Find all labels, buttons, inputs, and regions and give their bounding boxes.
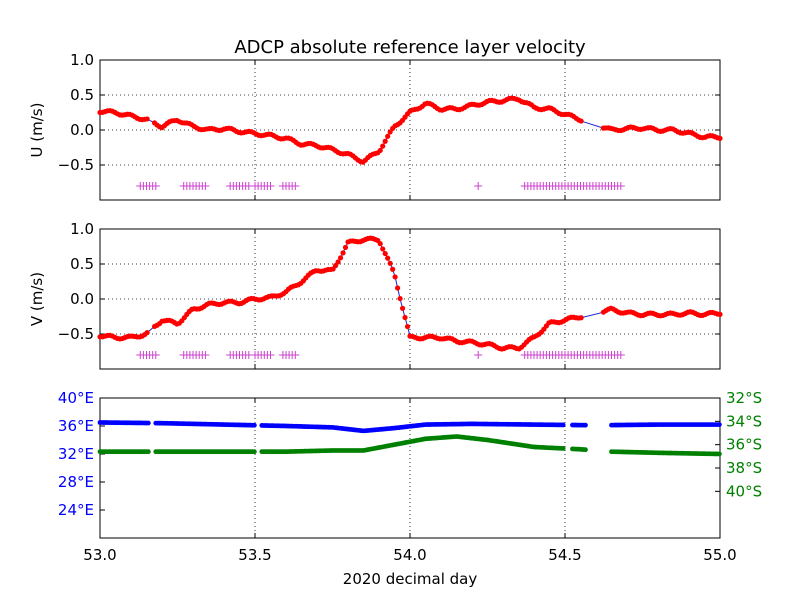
data-point xyxy=(578,315,584,321)
data-point xyxy=(337,255,344,261)
left-y-tick-label: 24°E xyxy=(58,501,94,519)
panels: 1.0 0.5 0.0 −0.5 U (m/s) 1.0 0.5 0.0 −0.5 V (m/s)… xyxy=(28,51,762,564)
flag-mark xyxy=(151,351,160,359)
data-point xyxy=(145,420,151,426)
data-point xyxy=(397,295,403,302)
flag-mark xyxy=(474,182,483,190)
data-point xyxy=(335,259,341,265)
data-point xyxy=(385,133,391,139)
y-tick-label: 1.0 xyxy=(70,51,94,69)
right-y-tick-label: 32°S xyxy=(726,389,762,407)
y-tick-label: 0.5 xyxy=(70,86,94,104)
data-point xyxy=(387,260,393,266)
data-point xyxy=(340,250,346,256)
data-point xyxy=(583,422,588,428)
right-y-tick-label: 36°S xyxy=(726,436,762,454)
flag-mark xyxy=(151,182,160,190)
latitude-series xyxy=(97,434,722,457)
data-point xyxy=(377,241,383,247)
data-point xyxy=(377,147,383,154)
data-point xyxy=(716,451,722,457)
data-point xyxy=(380,143,386,149)
y-axis-label: U (m/s) xyxy=(28,103,46,158)
x-tick-label: 54.0 xyxy=(393,546,426,564)
data-point xyxy=(404,323,411,330)
x-tick-label: 55.0 xyxy=(703,546,736,564)
data-point xyxy=(251,449,257,455)
data-point xyxy=(251,422,257,428)
y-tick-label: 0.0 xyxy=(70,121,94,139)
flag-mark xyxy=(266,182,275,190)
y-tick-label: 1.0 xyxy=(70,220,94,238)
flag-marks xyxy=(136,182,625,190)
left-y-tick-label: 40°E xyxy=(58,389,94,407)
data-point xyxy=(382,138,388,144)
right-y-tick-label: 38°S xyxy=(726,459,762,477)
data-point xyxy=(145,449,151,455)
x-axis-label: 2020 decimal day xyxy=(343,570,478,588)
x-tick-label: 53.5 xyxy=(238,546,271,564)
flag-mark xyxy=(291,351,300,359)
data-point xyxy=(390,266,396,272)
data-point xyxy=(395,285,401,291)
x-tick-label: 53.0 xyxy=(83,546,116,564)
flag-mark xyxy=(201,351,210,359)
data-point xyxy=(717,135,723,141)
right-y-tick-label: 40°S xyxy=(726,482,762,500)
y-tick-label: −0.5 xyxy=(58,156,94,174)
data-point xyxy=(560,422,566,428)
data-point xyxy=(392,274,398,280)
data-point xyxy=(717,311,723,317)
y-axis-label: V (m/s) xyxy=(28,272,46,326)
data-point xyxy=(144,116,150,122)
data-point xyxy=(402,314,408,321)
data-point xyxy=(583,447,588,453)
data-point xyxy=(399,305,406,311)
data-point xyxy=(578,118,584,124)
flag-mark xyxy=(616,182,625,190)
data-point xyxy=(382,250,388,257)
left-y-tick-label: 32°E xyxy=(58,445,94,463)
y-tick-label: 0.5 xyxy=(70,255,94,273)
data-point xyxy=(380,246,386,252)
longitude-series xyxy=(97,420,722,434)
flag-mark xyxy=(616,351,625,359)
flag-mark xyxy=(474,351,483,359)
data-point xyxy=(385,255,391,261)
chart-title: ADCP absolute reference layer velocity xyxy=(234,37,586,58)
x-tick-label: 54.5 xyxy=(548,546,581,564)
right-y-tick-label: 34°S xyxy=(726,412,762,430)
data-point xyxy=(716,422,722,427)
flag-mark xyxy=(266,351,275,359)
flag-mark xyxy=(201,182,210,190)
data-point xyxy=(342,244,349,250)
left-y-tick-label: 36°E xyxy=(58,417,94,435)
left-y-tick-label: 28°E xyxy=(58,473,94,491)
data-point xyxy=(144,330,150,336)
y-tick-label: 0.0 xyxy=(70,290,94,308)
y-tick-label: −0.5 xyxy=(58,325,94,343)
series-points xyxy=(97,235,723,352)
flag-marks xyxy=(136,351,625,359)
flag-mark xyxy=(291,182,300,190)
data-point xyxy=(560,446,566,451)
series-points xyxy=(97,95,723,165)
